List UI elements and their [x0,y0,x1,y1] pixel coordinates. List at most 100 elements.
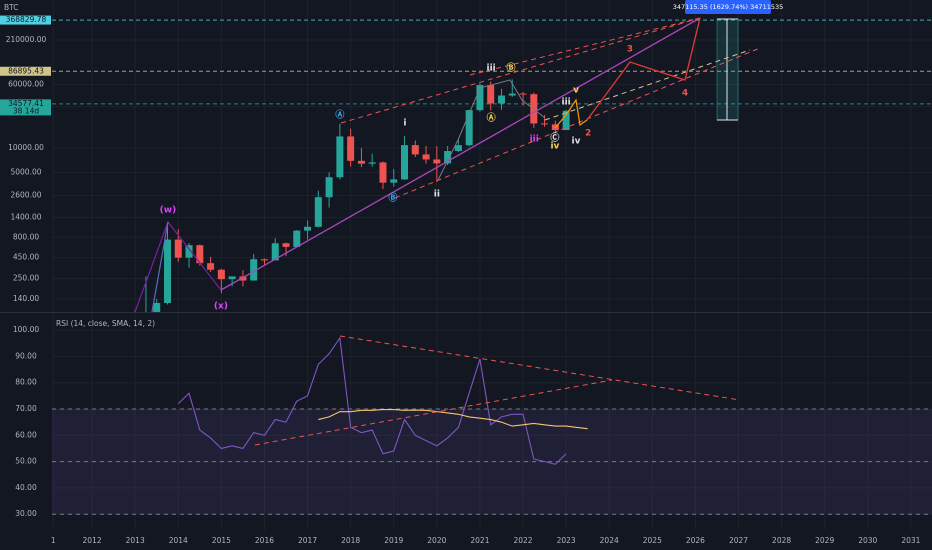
x-tick-label: 2014 [169,536,188,545]
wave-label: (x) [214,301,228,311]
x-tick-label: 2027 [729,536,748,545]
candle-body [444,151,452,164]
trend-line [220,17,701,291]
channel-line [544,49,751,121]
y-tick-label: 70.00 [15,404,37,413]
candle-body [304,226,312,231]
x-tick-label: 2012 [83,536,102,545]
y-tick-label: 5000.00 [10,167,41,176]
price-label-box [0,15,51,25]
y-tick-label: 100.00 [13,325,39,334]
candle-body [271,243,279,261]
x-tick-label: 2016 [255,536,274,545]
candle-body [401,145,409,180]
wave-label: 4 [682,89,688,99]
candle-body [153,303,161,312]
x-tick-label: 2023 [557,536,576,545]
candle-body [260,259,268,261]
rsi-trend-line [254,379,613,446]
candle-body [217,269,225,280]
candle-body [357,160,365,164]
y-tick-label: 250.00 [13,273,39,282]
x-tick-label: 2026 [686,536,705,545]
wave-label: 2 [585,129,591,139]
candle-body [163,239,171,304]
rsi-trend-line [339,335,741,401]
rsi-line [177,336,567,465]
wave-label: iii [561,97,570,107]
wave-label: Ⓑ [388,191,397,203]
candle-body [562,110,570,131]
axes: 210000.0060000.0032000.0010000.005000.00… [0,15,921,545]
price-label: 86895.43 [8,66,44,75]
candle-body [239,276,247,281]
wave-label: ii [434,189,440,199]
y-tick-label: 140.00 [13,294,39,303]
wave-line [151,221,169,312]
candle-body [174,239,182,258]
x-tick-label: 2029 [815,536,834,545]
candle-body [541,123,549,125]
candle-body [282,243,290,247]
wave-label: iii [487,63,496,73]
wave-label: iv [550,142,559,152]
x-tick-label: 2013 [126,536,145,545]
candle-body [196,245,204,264]
y-tick-label: 2600.00 [10,191,41,200]
candle-body [433,159,441,164]
candle-body [228,276,236,280]
candle-body [454,145,462,152]
candle-body [207,263,215,270]
wave-line [437,79,546,181]
candle-body [519,93,527,95]
wave-label: Ⓑ [506,61,515,73]
candle-body [314,197,322,227]
x-tick-label: 2015 [212,536,231,545]
y-tick-label: 80.00 [15,378,37,387]
candle-body [293,230,301,247]
y-tick-label: 60000.00 [8,79,44,88]
price-label-box [0,99,51,116]
wave-label: Ⓐ [335,109,344,121]
candle-body [476,85,484,111]
x-tick-label: 2031 [901,536,920,545]
price-label: 34577.41 [8,99,44,108]
wave-label: 3 [627,44,633,54]
rsi-line [318,408,588,430]
rsi-drawings [254,335,741,446]
x-tick-label: 1 [51,536,56,545]
candle-body [325,177,333,198]
y-tick-label: 50.00 [15,457,37,466]
symbol-label: BTC [4,3,19,12]
x-tick-label: 2022 [513,536,532,545]
x-tick-label: 2017 [298,536,317,545]
price-label-countdown: 38 14d [13,106,39,115]
measure-label-box [685,0,771,14]
wave-label: iii [530,135,539,145]
y-tick-label: 30.00 [15,509,37,518]
y-tick-label: 10000.00 [8,143,44,152]
wave-label: (w) [160,206,177,216]
candle-body [368,162,376,164]
measure-label: 347115.35 (1629.74%) 34711535 [673,3,784,11]
x-tick-label: 2018 [341,536,360,545]
y-tick-label: 450.00 [13,253,39,262]
x-tick-label: 2025 [643,536,662,545]
channel-line [394,47,761,199]
pane-separator [0,312,932,313]
wave-label: v [573,85,579,95]
wave-label: iv [572,137,581,147]
candle-body [250,259,258,281]
candle-body [411,145,419,155]
y-tick-label: 800.00 [13,232,39,241]
candle-body [508,93,516,96]
price-label-box [0,66,51,76]
wave-label: Ⓒ [550,132,559,144]
y-tick-label: 1400.00 [10,212,41,221]
x-tick-label: 2020 [427,536,446,545]
x-tick-label: 2019 [384,536,403,545]
projection-line [586,17,701,121]
